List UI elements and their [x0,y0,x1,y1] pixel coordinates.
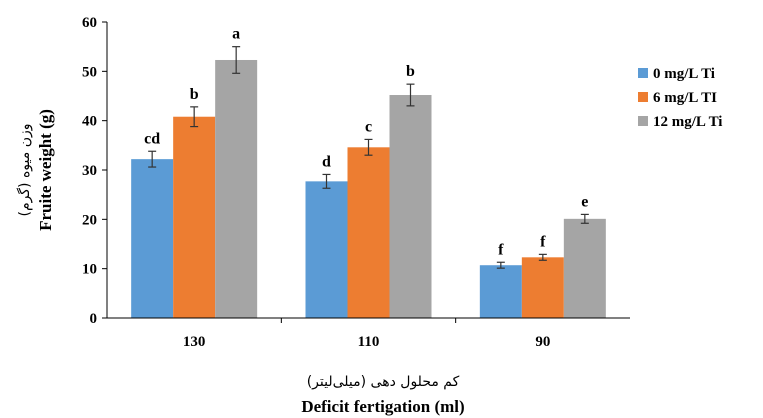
y-tick-label: 0 [90,311,98,327]
x-tick-label: 130 [183,334,206,350]
x-axis: 130 110 90 [107,317,630,350]
legend-swatch [638,68,648,78]
bar [215,59,258,319]
bar [389,95,432,318]
significance-letter: e [581,193,588,210]
significance-letter: c [365,118,372,135]
y-axis-title: Fruite weight (g) [36,109,55,231]
bar [347,147,390,318]
x-tick-label: 110 [358,334,380,350]
bars: cd b a d c b f f e [131,26,606,319]
x-tick-label: 90 [535,334,550,350]
significance-letter: b [190,86,199,103]
legend-label: 6 mg/L TI [653,90,717,106]
bar [173,116,216,318]
y-tick-label: 50 [82,64,97,80]
significance-letter: b [406,63,415,80]
y-tick-label: 20 [82,212,97,228]
y-tick-label: 40 [82,114,97,130]
y-tick-label: 30 [82,163,97,179]
significance-letter: d [322,153,331,170]
x-axis-title-persian: کم محلول دهی (میلی‌لیتر) [307,374,460,390]
legend-label: 0 mg/L Ti [653,66,715,82]
legend-swatch [638,92,648,102]
bar [521,257,564,318]
bar [131,159,174,318]
y-axis-title-persian: وزن میوه (گرم) [16,124,33,217]
legend: 0 mg/L Ti 6 mg/L TI 12 mg/L Ti [638,66,722,130]
significance-letter: a [232,26,240,43]
y-axis: 0 10 20 30 40 50 60 [82,15,108,327]
significance-letter: f [498,241,504,258]
bar [563,218,606,318]
significance-letter: f [540,233,546,250]
legend-swatch [638,116,648,126]
significance-letter: cd [144,130,160,147]
x-axis-title: Deficit fertigation (ml) [301,397,464,416]
bar [479,265,522,318]
y-tick-label: 10 [82,262,97,278]
bar [305,181,348,318]
legend-label: 12 mg/L Ti [653,114,722,130]
y-tick-label: 60 [82,15,97,31]
